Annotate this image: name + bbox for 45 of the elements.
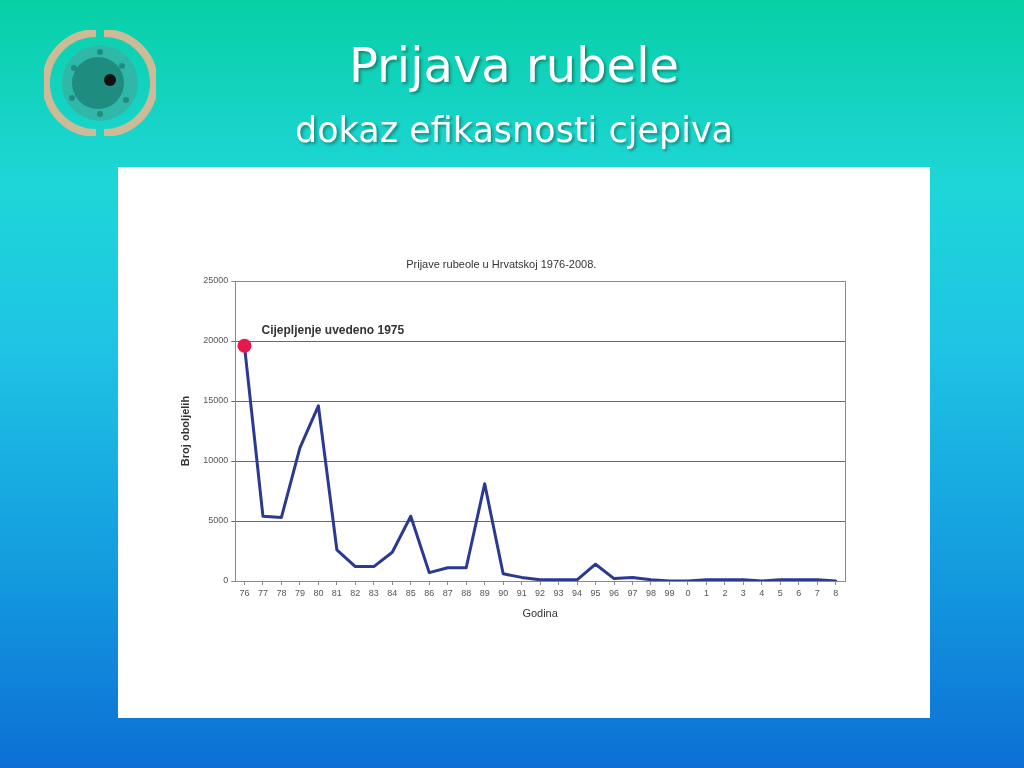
y-tick-label: 0: [223, 575, 229, 586]
x-tick-label: 6: [796, 587, 802, 598]
y-tick-label: 10000: [203, 455, 229, 466]
x-tick-label: 3: [740, 587, 746, 598]
x-tick-label: 1: [703, 587, 709, 598]
x-tick-label: 89: [479, 587, 490, 598]
x-tick-label: 99: [664, 587, 675, 598]
annotation: Cijepljenje uvedeno 1975: [261, 322, 405, 337]
x-tick-label: 79: [294, 587, 305, 598]
x-tick-label: 80: [313, 587, 324, 598]
chart-title: Prijava rubele: [348, 36, 680, 94]
x-tick-label: 81: [331, 587, 342, 598]
x-tick-label: 4: [759, 587, 765, 598]
x-tick-label: 91: [516, 587, 527, 598]
x-axis-title: Godina: [522, 607, 559, 620]
x-tick-label: 95: [590, 587, 601, 598]
x-tick-label: 5: [777, 587, 783, 598]
chart-subtitle: dokaz efikasnosti cjepiva: [293, 109, 735, 152]
x-tick-label: 82: [350, 587, 361, 598]
x-tick-label: 96: [609, 587, 620, 598]
x-tick-label: 84: [387, 587, 398, 598]
x-tick-label: 7: [814, 587, 820, 598]
x-tick-label: 77: [257, 587, 268, 598]
x-tick-label: 98: [645, 587, 656, 598]
y-axis-title: Broj oboljelih: [178, 395, 191, 467]
x-tick-label: 94: [572, 587, 583, 598]
y-tick-label: 25000: [203, 275, 229, 286]
y-tick-label: 20000: [203, 335, 229, 346]
x-tick-label: 90: [498, 587, 509, 598]
x-tick-label: 86: [424, 587, 435, 598]
x-tick-label: 2: [722, 587, 728, 598]
y-tick-label: 15000: [203, 395, 229, 406]
x-tick-label: 83: [368, 587, 379, 598]
x-tick-label: 78: [276, 587, 287, 598]
x-tick-label: 8: [833, 587, 839, 598]
x-tick-label: 87: [442, 587, 453, 598]
x-tick-label: 93: [553, 587, 564, 598]
x-tick-label: 0: [685, 587, 691, 598]
x-tick-label: 85: [405, 587, 416, 598]
x-tick-label: 97: [627, 587, 638, 598]
text: Prijave rubeole u Hrvatskoj 1976-2008.: [406, 258, 597, 270]
x-tick-label: 88: [461, 587, 472, 598]
y-tick-label: 5000: [208, 515, 229, 526]
x-tick-label: 76: [239, 587, 250, 598]
x-tick-label: 92: [535, 587, 546, 598]
